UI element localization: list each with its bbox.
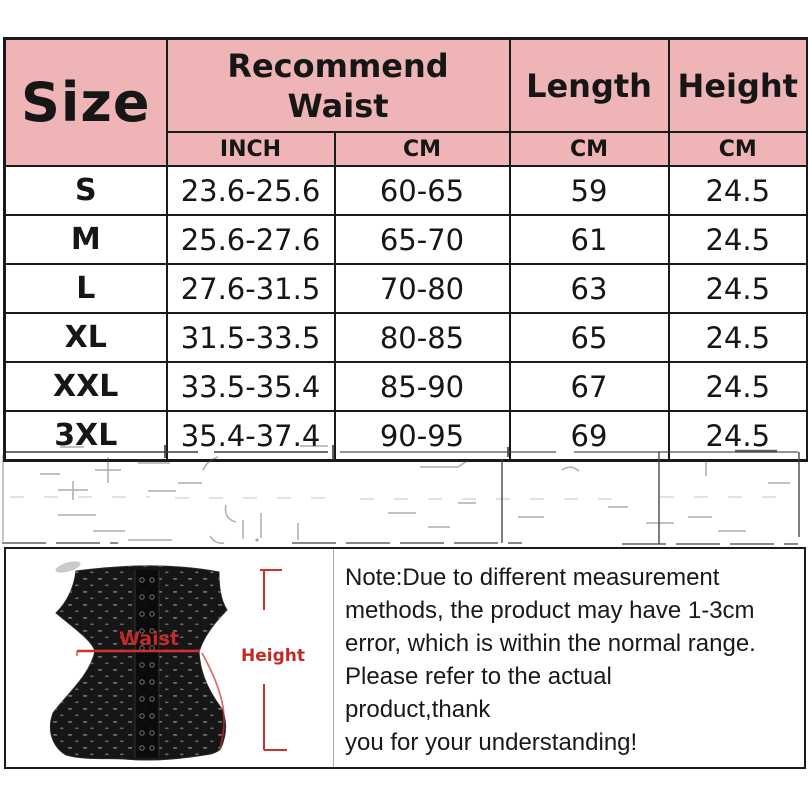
size-cell: S (3, 165, 168, 216)
waist-cm-cell: 65-70 (333, 214, 511, 265)
waist-cm-cell: 80-85 (333, 312, 511, 363)
waist-cm-cell: 60-65 (333, 165, 511, 216)
height-cell: 24.5 (667, 410, 808, 462)
height-label: Height (241, 646, 305, 666)
closure-hooks (139, 577, 155, 751)
unit-cm-height: CM (667, 131, 808, 167)
product-image-pane: Waist Height (6, 549, 334, 767)
length-cell: 67 (508, 361, 670, 412)
smudge-artifact (55, 561, 81, 573)
header-row-main: Size Recommend Waist Length Height (3, 37, 808, 167)
waist-inch-cell: 31.5-33.5 (165, 312, 336, 363)
size-cell: 3XL (3, 410, 168, 462)
table-row: XL 31.5-33.5 80-85 65 24.5 (3, 312, 808, 363)
length-cell: 63 (508, 263, 670, 314)
waist-cm-cell: 90-95 (333, 410, 511, 462)
closure-strip (135, 570, 159, 757)
waist-inch-cell: 23.6-25.6 (165, 165, 336, 216)
table-row: XXL 33.5-35.4 85-90 67 24.5 (3, 361, 808, 412)
waist-inch-cell: 33.5-35.4 (165, 361, 336, 412)
note-text: Note:Due to different measurement method… (345, 564, 756, 756)
unit-cm-length: CM (508, 131, 670, 167)
table-row: M 25.6-27.6 65-70 61 24.5 (3, 214, 808, 265)
measurement-panel: Waist Height Note:Due to different measu… (4, 547, 806, 769)
height-cell: 24.5 (667, 165, 808, 216)
height-line (260, 569, 287, 751)
size-cell: M (3, 214, 168, 265)
header-height: Height (667, 37, 808, 133)
table-row: L 27.6-31.5 70-80 63 24.5 (3, 263, 808, 314)
unit-cm-waist: CM (333, 131, 511, 167)
header-row-units: INCH CM CM CM (5, 131, 808, 167)
waist-cm-cell: 85-90 (333, 361, 511, 412)
unit-inch: INCH (165, 131, 336, 167)
table-row: 3XL 35.4-37.4 90-95 69 24.5 (3, 410, 808, 462)
height-cell: 24.5 (667, 263, 808, 314)
size-cell: XL (3, 312, 168, 363)
waist-trainer-image: Waist Height (49, 561, 305, 761)
length-cell: 65 (508, 312, 670, 363)
size-cell: XXL (3, 361, 168, 412)
size-chart-table: Size Recommend Waist Length Height INCH … (3, 37, 808, 462)
waist-inch-cell: 25.6-27.6 (165, 214, 336, 265)
height-cell: 24.5 (667, 214, 808, 265)
height-cell: 24.5 (667, 361, 808, 412)
height-cell: 24.5 (667, 312, 808, 363)
size-cell: L (3, 263, 168, 314)
length-cell: 61 (508, 214, 670, 265)
length-cell: 59 (508, 165, 670, 216)
corset-shape (49, 565, 228, 761)
waist-inch-cell: 35.4-37.4 (165, 410, 336, 462)
waist-cm-cell: 70-80 (333, 263, 511, 314)
header-length: Length (508, 37, 670, 133)
note-pane: Note:Due to different measurement method… (334, 549, 804, 767)
table-row: S 23.6-25.6 60-65 59 24.5 (3, 165, 808, 216)
header-recommend-waist: Recommend Waist (165, 37, 511, 133)
header-size: Size (3, 37, 168, 167)
waist-line (76, 649, 225, 749)
waist-label: Waist (119, 628, 179, 650)
length-cell: 69 (508, 410, 670, 462)
waist-inch-cell: 27.6-31.5 (165, 263, 336, 314)
